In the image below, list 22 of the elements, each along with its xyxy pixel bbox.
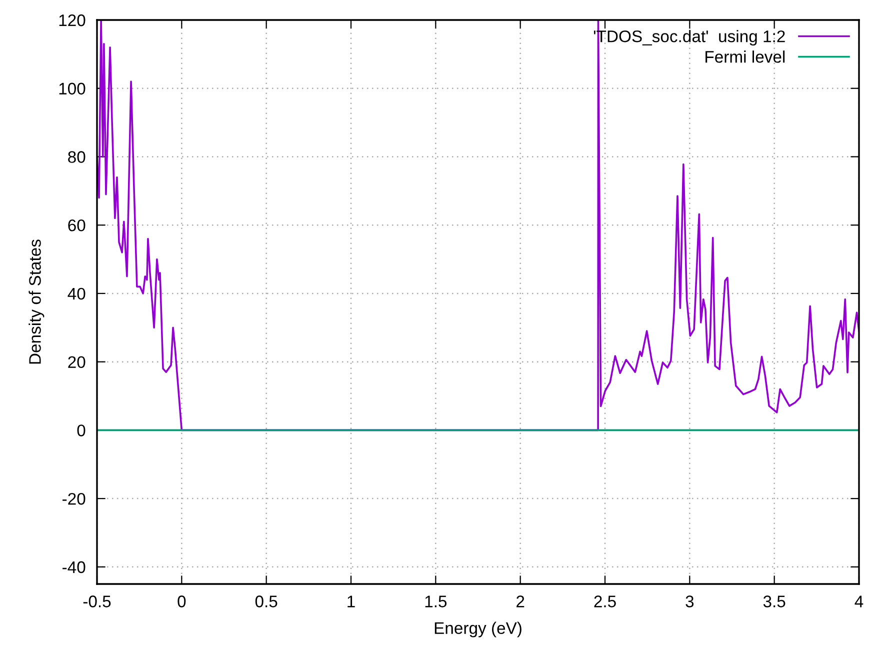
y-tick-label: 80 xyxy=(68,151,86,163)
legend-label: Fermi level xyxy=(706,50,785,63)
x-tick-label: 0 xyxy=(178,596,186,608)
x-tick-label: 3.5 xyxy=(763,596,786,608)
x-tick-label: -0.5 xyxy=(83,596,111,608)
x-tick-label: 0.5 xyxy=(255,596,278,608)
y-tick-label: -20 xyxy=(62,492,86,505)
x-tick-label: 2 xyxy=(516,596,524,608)
y-tick-label: 20 xyxy=(68,356,86,368)
y-tick-label: 0 xyxy=(77,424,86,436)
x-tick-label: 1 xyxy=(348,596,355,608)
y-tick-label: -40 xyxy=(62,561,86,574)
x-tick-label: 2.5 xyxy=(594,596,616,608)
y-axis-title: Density of States xyxy=(28,240,44,364)
y-tick-label: 60 xyxy=(68,219,86,232)
x-tick-label: 3 xyxy=(686,596,694,608)
x-tick-label: 4 xyxy=(854,596,864,608)
x-axis-title: Energy (eV) xyxy=(434,622,522,638)
y-tick-label: 100 xyxy=(59,82,86,95)
x-tick-label: 1.5 xyxy=(425,596,447,608)
y-tick-label: 120 xyxy=(59,14,86,26)
y-tick-label: 40 xyxy=(68,288,86,300)
